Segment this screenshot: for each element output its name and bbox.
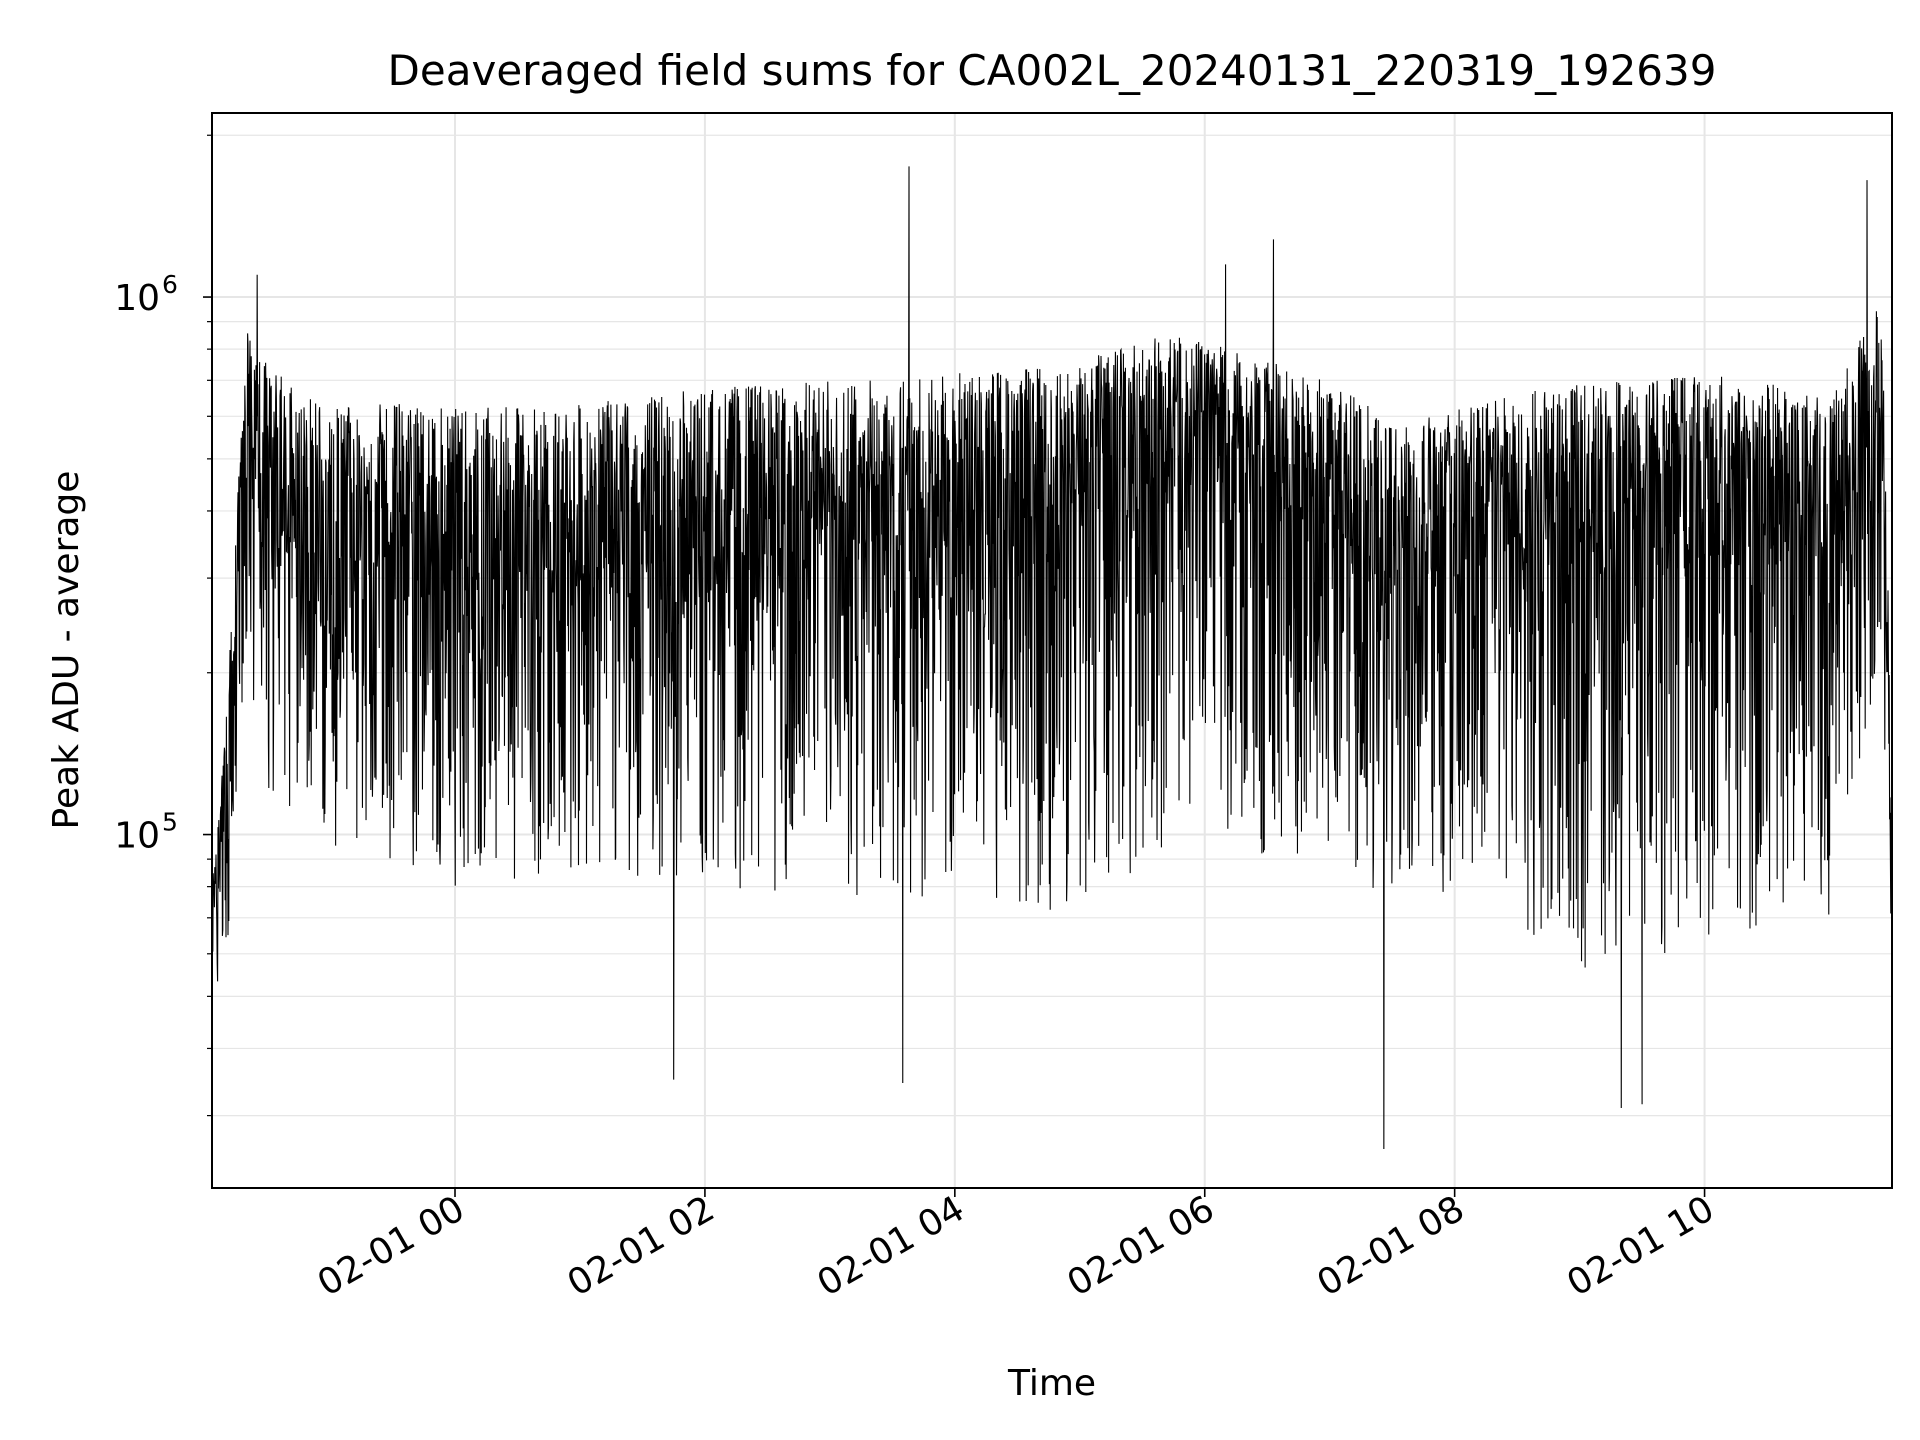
series-line (211, 166, 1893, 1150)
x-axis-label: Time (1007, 1363, 1096, 1404)
y-axis-label: Peak ADU - average (46, 471, 87, 830)
series-path (211, 166, 1893, 1150)
y-tick-exponent: 6 (162, 270, 178, 299)
y-tick-exponent: 5 (162, 808, 178, 837)
y-tick-label: 10 (114, 816, 160, 857)
chart-title: Deaveraged field sums for CA002L_2024013… (388, 46, 1717, 95)
plot-area (211, 112, 1893, 1189)
y-tick-label: 10 (114, 278, 160, 319)
